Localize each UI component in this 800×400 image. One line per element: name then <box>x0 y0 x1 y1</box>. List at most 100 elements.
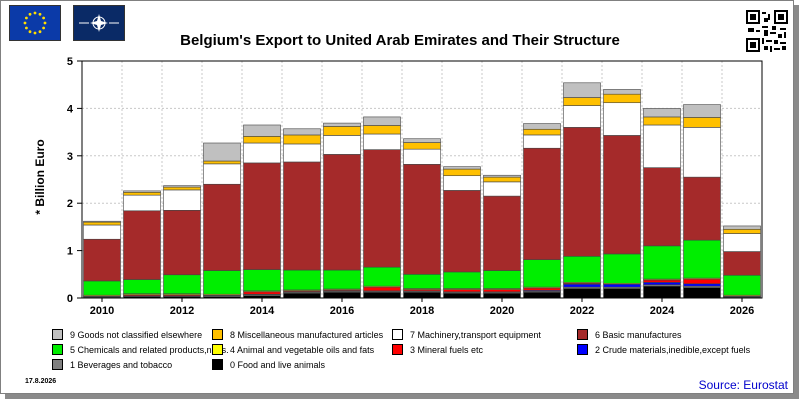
bar-segment <box>563 288 601 299</box>
legend-item: 5 Chemicals and related products,n.e.s. <box>52 344 229 355</box>
bar-segment <box>483 292 521 299</box>
bar-segment <box>643 108 681 118</box>
bar-segment <box>683 117 721 128</box>
legend-item: 3 Mineral fuels etc <box>392 344 483 355</box>
bar-segment <box>443 289 481 293</box>
bar-segment <box>563 105 601 128</box>
bar-segment <box>483 289 521 293</box>
bar-segment <box>523 292 561 299</box>
x-tick-label: 2012 <box>170 305 194 317</box>
bar-segment <box>603 135 641 255</box>
bar-segment <box>643 282 681 286</box>
bar-segment <box>323 122 361 127</box>
bar-segment <box>123 210 161 280</box>
legend-label: 9 Goods not classified elsewhere <box>70 329 203 340</box>
bar-segment <box>723 228 761 234</box>
bar-segment <box>323 126 361 136</box>
bar-segment <box>483 270 521 289</box>
y-tick-label: 0 <box>67 293 73 305</box>
bar-segment <box>363 116 401 126</box>
bar-segment <box>483 176 521 183</box>
bar-segment <box>523 128 561 136</box>
date-stamp: 17.8.2026 <box>25 378 57 385</box>
bar-segment <box>563 97 601 106</box>
legend-label: 4 Animal and vegetable oils and fats <box>230 344 375 355</box>
x-tick-label: 2026 <box>730 305 754 317</box>
source-link[interactable]: Source: Eurostat <box>698 378 788 392</box>
bar-segment <box>603 102 641 136</box>
bar-segment <box>723 233 761 252</box>
bar-segment <box>523 259 561 288</box>
legend-item: 9 Goods not classified elsewhere <box>52 329 202 340</box>
bar-segment <box>243 124 281 137</box>
bar-segment <box>483 181 521 197</box>
bar-segment <box>243 142 281 164</box>
bar-segment <box>323 154 361 271</box>
legend-swatch <box>52 329 63 340</box>
bar-segment <box>483 195 521 271</box>
bar-segment <box>643 167 681 247</box>
bar-segment <box>283 143 321 163</box>
bar-segment <box>643 116 681 126</box>
legend-swatch <box>52 359 63 370</box>
bar-segment <box>363 292 401 299</box>
bar-segment <box>283 161 321 271</box>
bar-segment <box>643 285 681 299</box>
bar-segment <box>643 245 681 280</box>
bar-segment <box>523 287 561 291</box>
nato-flag-icon <box>73 5 125 41</box>
legend-item: 8 Miscellaneous manufactured articles <box>212 329 383 340</box>
bar-segment <box>403 148 441 165</box>
legend-item: 1 Beverages and tobacco <box>52 359 172 370</box>
bar-segment <box>683 176 721 241</box>
chart-title: Belgium's Export to United Arab Emirates… <box>180 32 620 49</box>
x-tick-label: 2014 <box>250 305 275 317</box>
bar-segment <box>163 210 201 276</box>
y-tick-label: 2 <box>67 198 73 210</box>
legend-label: 2 Crude materials,inedible,except fuels <box>595 344 751 355</box>
bar-segment <box>203 270 241 295</box>
x-tick-label: 2018 <box>410 305 434 317</box>
x-tick-label: 2024 <box>650 305 675 317</box>
bar-segment <box>83 220 121 223</box>
legend-item: 0 Food and live animals <box>212 359 325 370</box>
bar-segment <box>203 163 241 185</box>
bar-segment <box>443 271 481 289</box>
x-tick-label: 2016 <box>330 305 354 317</box>
y-tick-label: 5 <box>67 56 73 68</box>
y-tick-label: 3 <box>67 151 73 163</box>
bar-segment <box>123 190 161 193</box>
bar-segment <box>203 183 241 271</box>
bar-segment <box>403 164 441 275</box>
bar-segment <box>563 283 601 288</box>
bar-segment <box>163 185 201 188</box>
bar-segment <box>323 292 361 299</box>
bar-segment <box>123 279 161 295</box>
bar-segment <box>603 89 641 95</box>
bar-segment <box>403 292 441 299</box>
bar-segment <box>443 166 481 170</box>
bar-segment <box>363 286 401 292</box>
y-tick-label: 4 <box>67 103 74 115</box>
bar-segment <box>563 127 601 257</box>
bar-segment <box>283 269 321 291</box>
bar-segment <box>403 138 441 143</box>
x-tick-label: 2022 <box>570 305 594 317</box>
bar-segment <box>603 93 641 104</box>
bar-segment <box>523 147 561 260</box>
bar-segment <box>403 273 441 289</box>
bar-segment <box>283 292 321 299</box>
legend-label: 0 Food and live animals <box>230 359 326 370</box>
bar-segment <box>683 287 721 299</box>
legend-swatch <box>577 329 588 340</box>
legend-swatch <box>52 344 63 355</box>
bar-segment <box>83 238 121 282</box>
bar-segment <box>83 280 121 296</box>
legend-label: 5 Chemicals and related products,n.e.s. <box>70 344 229 355</box>
bar-segment <box>363 125 401 135</box>
legend-label: 6 Basic manufactures <box>595 329 682 340</box>
bar-segment <box>323 269 361 290</box>
bar-segment <box>443 175 481 191</box>
bar-segment <box>163 186 201 191</box>
